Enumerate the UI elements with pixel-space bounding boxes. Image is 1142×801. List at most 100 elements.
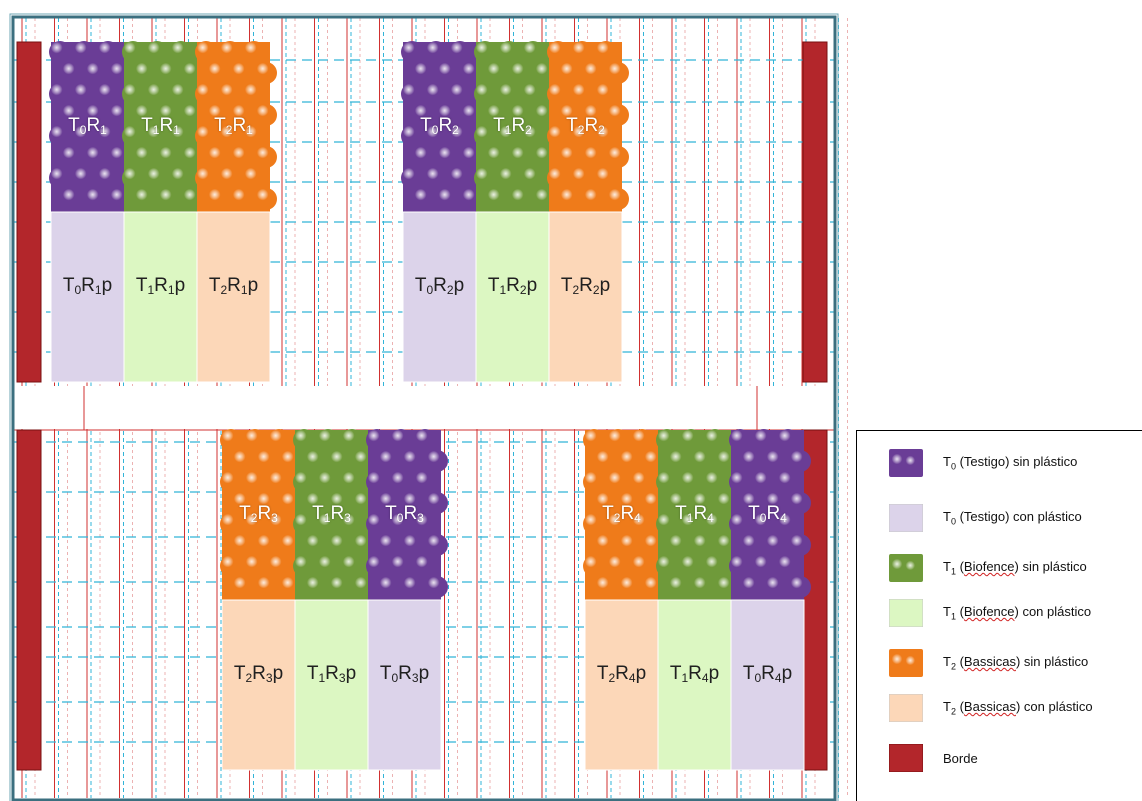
plot-ball — [656, 555, 678, 577]
plot-ball — [73, 167, 95, 189]
plot-ball — [366, 555, 388, 577]
plot-label-T1R4: T1R4 — [675, 503, 714, 525]
plot-ball — [425, 83, 447, 105]
plot-ball — [595, 167, 617, 189]
plot-ball — [195, 41, 217, 63]
legend-label: T0 (Testigo) sin plástico — [943, 454, 1078, 472]
plot-ball — [170, 41, 192, 63]
plot-ball — [753, 555, 775, 577]
plot-ball — [704, 471, 726, 493]
plot-ball — [97, 83, 119, 105]
plot-ball — [486, 188, 508, 210]
swatch-fill — [889, 694, 923, 722]
border-strips — [16, 41, 828, 771]
plot-ball — [668, 534, 690, 556]
legend-item-borde: Borde — [889, 738, 978, 778]
plot-ball — [692, 534, 714, 556]
plot-ball — [498, 41, 520, 63]
plot-ball — [704, 555, 726, 577]
plot-ball — [631, 471, 653, 493]
plot-ball — [341, 429, 363, 451]
plot-ball — [437, 104, 459, 126]
plot-ball — [305, 534, 327, 556]
plot-ball — [680, 513, 702, 535]
plot-ball — [158, 188, 180, 210]
plot-ball — [61, 62, 83, 84]
plot-ball — [134, 104, 156, 126]
plot-ball — [305, 450, 327, 472]
plot-ball — [207, 188, 229, 210]
plot-ball — [268, 513, 290, 535]
plot-ball — [401, 83, 423, 105]
plot-ball — [547, 83, 569, 105]
plot-ball — [583, 146, 605, 168]
plot-ball — [231, 146, 253, 168]
plot-label-T0R4: T0R4 — [748, 503, 787, 525]
plot-ball — [595, 492, 617, 514]
plot-ball — [619, 534, 641, 556]
plot-ball — [158, 104, 180, 126]
plot-ball — [498, 125, 520, 147]
plot-label-T2R2p: T2R2p — [560, 275, 611, 297]
plot-ball — [474, 167, 496, 189]
plot-ball — [583, 104, 605, 126]
plot-T1R3p — [294, 599, 369, 771]
plot-ball — [680, 471, 702, 493]
plot-T1R2p — [475, 211, 550, 383]
plot-ball — [765, 450, 787, 472]
plot-ball — [510, 146, 532, 168]
plot-ball — [729, 513, 751, 535]
plot-ball — [256, 492, 278, 514]
plot-ball — [170, 125, 192, 147]
plot-ball — [243, 125, 265, 147]
plot-ball — [607, 513, 629, 535]
plot-label-T1R3p: T1R3p — [306, 663, 357, 685]
plot-ball — [692, 450, 714, 472]
plot-ball — [486, 62, 508, 84]
plot-ball — [220, 555, 242, 577]
plot-ball — [401, 41, 423, 63]
plot-ball — [256, 576, 278, 598]
plot-ball — [619, 450, 641, 472]
plot-T2R4 — [583, 429, 665, 600]
field-outline-outer — [9, 13, 839, 801]
plot-ball — [293, 513, 315, 535]
plot-ball — [97, 167, 119, 189]
legend-swatch-green-light — [889, 599, 923, 627]
plot-label-T1R3: T1R3 — [312, 503, 351, 525]
plot-ball — [607, 104, 629, 126]
plot-ball — [401, 125, 423, 147]
border-strip — [802, 41, 828, 383]
plot-ball — [207, 146, 229, 168]
plot-ball — [474, 41, 496, 63]
plot-ball — [668, 576, 690, 598]
plot-ball — [729, 471, 751, 493]
plot-ball — [692, 576, 714, 598]
field-layout — [9, 13, 848, 801]
plot-ball — [232, 492, 254, 514]
border-strip — [16, 429, 42, 771]
plot-ball — [753, 471, 775, 493]
swatch-ball — [904, 655, 922, 673]
field-frame — [9, 13, 839, 801]
plot-ball — [97, 125, 119, 147]
plot-ball — [486, 146, 508, 168]
plot-ball — [85, 104, 107, 126]
plot-ball — [413, 62, 435, 84]
plot-ball — [243, 167, 265, 189]
plot-ball — [73, 41, 95, 63]
legend-swatch-border — [889, 744, 923, 772]
plot-ball — [207, 104, 229, 126]
plot-ball — [425, 167, 447, 189]
plot-ball — [219, 125, 241, 147]
plot-ball — [522, 167, 544, 189]
plot-ball — [134, 146, 156, 168]
central-path — [14, 386, 834, 429]
plot-ball — [232, 534, 254, 556]
plot-label-T2R4p: T2R4p — [596, 663, 647, 685]
plot-ball — [789, 492, 811, 514]
plot-ball — [401, 167, 423, 189]
plot-label-T1R2p: T1R2p — [487, 275, 538, 297]
plot-T0R1p — [50, 211, 125, 383]
legend-item-T2-con: T2 (Bassicas) con plástico — [889, 688, 1093, 728]
